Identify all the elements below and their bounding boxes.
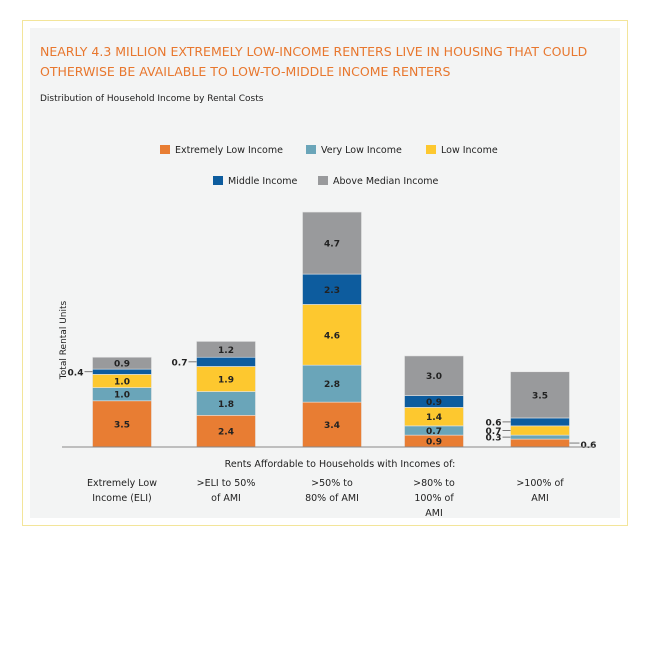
x-tick-label: AMI [531, 493, 549, 504]
data-label: 1.4 [426, 413, 442, 423]
data-label: 0.9 [426, 398, 442, 408]
x-tick-label: >80% to [413, 478, 455, 489]
bar-segment [510, 371, 570, 419]
data-label: 3.5 [114, 420, 130, 430]
legend-label: Low Income [441, 145, 498, 156]
legend-swatch [306, 145, 316, 154]
legend-swatch [213, 176, 223, 185]
data-label: 3.5 [532, 391, 548, 401]
bar-segment [302, 273, 362, 305]
bar-segment [92, 368, 152, 375]
x-tick-label: 100% of [414, 493, 454, 504]
legend-label: Extremely Low Income [175, 145, 283, 156]
x-tick-label: >100% of [516, 478, 564, 489]
bar-segment [196, 415, 256, 448]
bar-segment [404, 355, 464, 396]
data-label: 3.4 [324, 421, 340, 431]
data-label: 0.6 [581, 441, 597, 451]
data-label: 0.7 [172, 358, 188, 368]
bar-segment [302, 304, 362, 366]
data-label: 1.2 [218, 346, 234, 356]
chart-subtitle: Distribution of Household Income by Rent… [40, 94, 264, 104]
data-label: 0.9 [114, 360, 130, 370]
chart-frame [22, 20, 628, 526]
bar-segment [510, 434, 570, 440]
data-label: 2.4 [218, 428, 234, 438]
bar-segment [510, 425, 570, 436]
bar-segment [196, 366, 256, 392]
legend-label: Middle Income [228, 176, 298, 187]
legend-swatch [318, 176, 328, 185]
bar-segment [510, 417, 570, 427]
bar-segment [92, 356, 152, 370]
data-label: 0.9 [426, 438, 442, 448]
data-label: 0.3 [486, 434, 502, 444]
y-axis-label: Total Rental Units [59, 300, 69, 380]
legend-swatch [426, 145, 436, 154]
data-label: 1.0 [114, 378, 130, 388]
bar-segment [196, 341, 256, 358]
legend-label: Very Low Income [321, 145, 402, 156]
chart-title: NEARLY 4.3 MILLION EXTREMELY LOW-INCOME … [40, 44, 588, 79]
data-label: 0.7 [486, 427, 502, 437]
bar-segment [302, 211, 362, 275]
x-tick-label: >ELI to 50% [197, 478, 256, 489]
data-label: 0.7 [426, 427, 442, 437]
legend-label: Above Median Income [333, 176, 439, 187]
data-label: 2.8 [324, 380, 340, 390]
bar-segment [196, 356, 256, 367]
data-label: 2.3 [324, 286, 340, 296]
data-label: 0.6 [486, 418, 502, 428]
x-tick-label: AMI [425, 508, 443, 519]
x-tick-label: 80% of AMI [305, 493, 359, 504]
data-label: 0.4 [68, 368, 84, 378]
bar-segment [302, 364, 362, 403]
x-axis-label: Rents Affordable to Households with Inco… [225, 459, 456, 470]
data-label: 4.7 [324, 240, 340, 250]
data-label: 1.0 [114, 391, 130, 401]
bar-segment [510, 438, 570, 448]
x-tick-label: Income (ELI) [92, 493, 152, 504]
data-label: 3.0 [426, 372, 442, 382]
x-tick-label: >50% to [311, 478, 353, 489]
data-label: 1.8 [218, 400, 234, 410]
x-tick-label: Extremely Low [87, 478, 157, 489]
data-label: 1.9 [218, 376, 234, 386]
x-tick-label: of AMI [211, 493, 241, 504]
legend-swatch [160, 145, 170, 154]
data-label: 4.6 [324, 331, 340, 341]
